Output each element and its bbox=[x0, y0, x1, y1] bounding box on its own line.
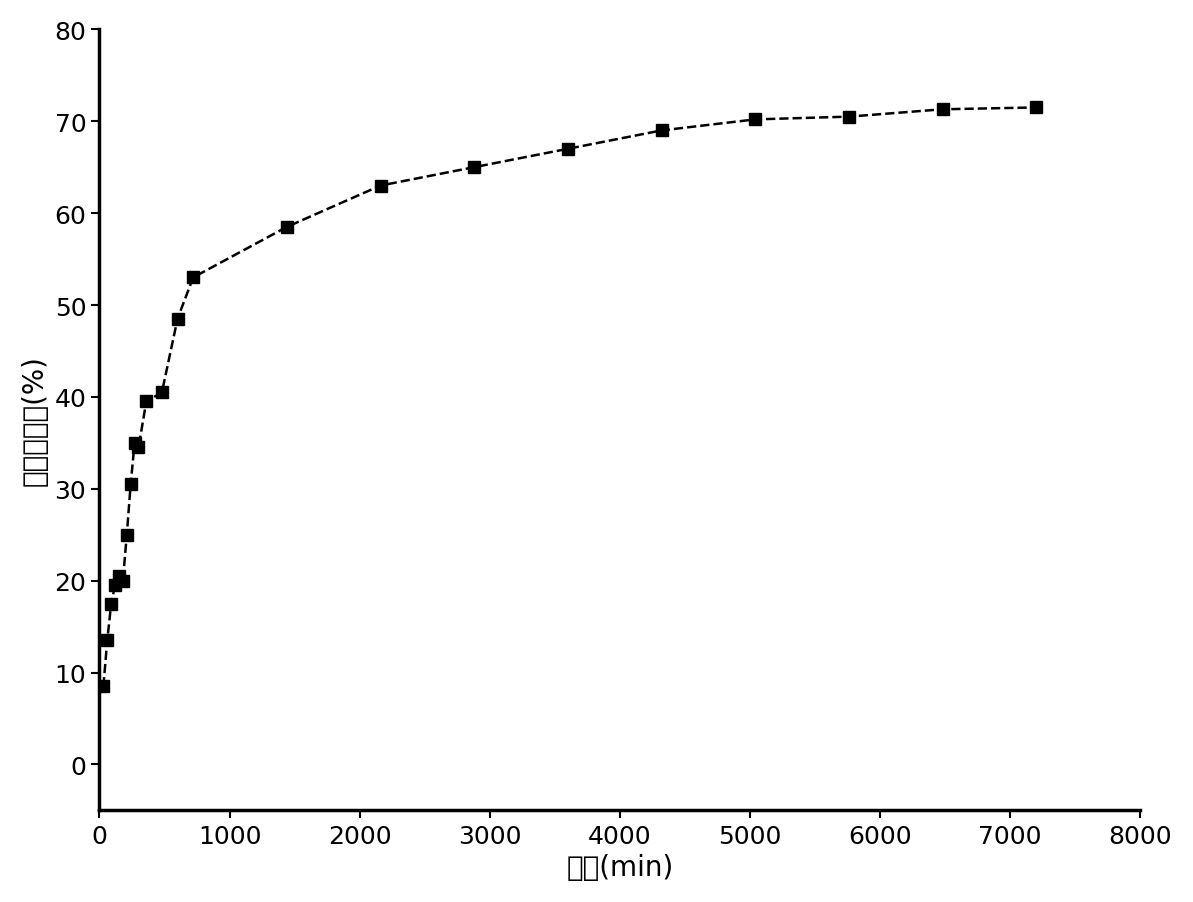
Y-axis label: 药物释放量(%): 药物释放量(%) bbox=[20, 355, 49, 486]
X-axis label: 时间(min): 时间(min) bbox=[567, 853, 674, 881]
